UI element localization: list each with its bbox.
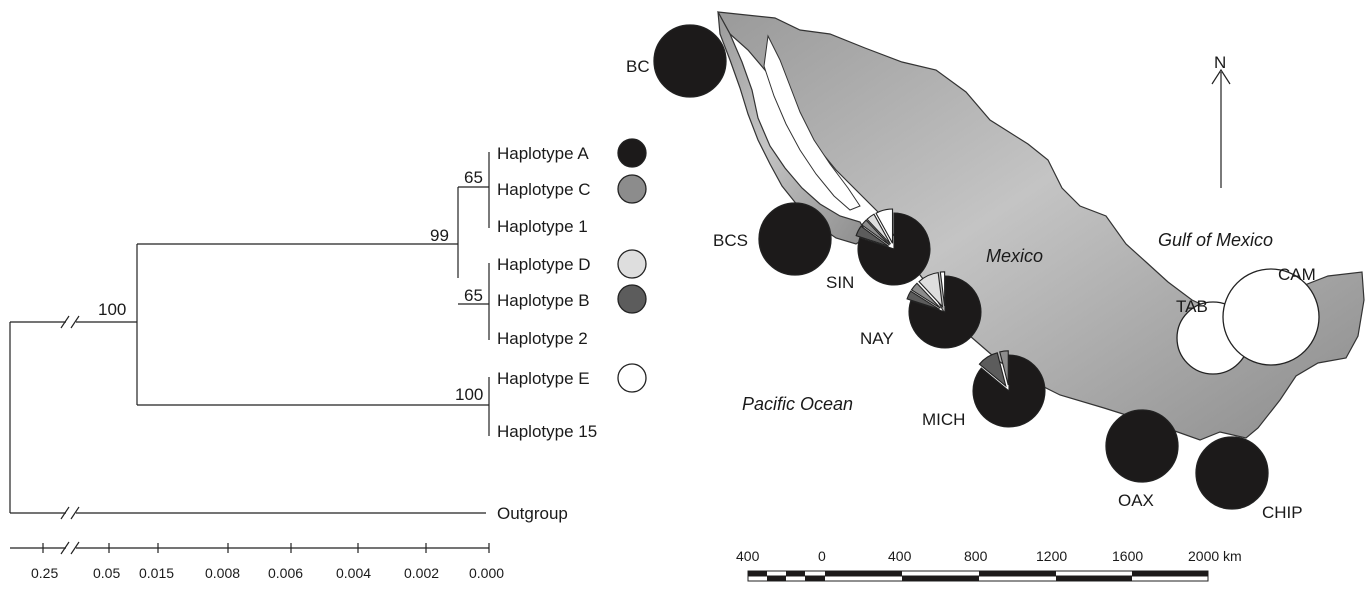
haplotype-e-swatch xyxy=(617,363,647,393)
pie-slice-a xyxy=(653,24,727,98)
pie-slice-e xyxy=(1222,268,1320,366)
tip-label: Haplotype D xyxy=(497,255,591,274)
node-support-65-lower: 65 xyxy=(464,286,483,305)
pie-slice-a xyxy=(908,275,982,349)
pie-bc xyxy=(653,24,727,98)
axis-tick-label: 0.015 xyxy=(139,565,174,581)
scale-tick-label: 2000 km xyxy=(1188,548,1242,564)
pie-slice-a xyxy=(972,354,1046,428)
phylogenetic-tree: 100 99 65 65 100 Haplotype A Haplotype C… xyxy=(9,138,647,581)
pie-slice-a xyxy=(1195,436,1269,510)
tip-label: Haplotype 1 xyxy=(497,217,588,236)
map-scale-bar: 400 0 400 800 1200 1600 2000 km xyxy=(736,548,1242,582)
scale-tick-label: 0 xyxy=(818,548,826,564)
tip-label: Haplotype 2 xyxy=(497,329,588,348)
tip-label: Outgroup xyxy=(497,504,568,523)
node-support-99: 99 xyxy=(430,226,449,245)
site-label-cam: CAM xyxy=(1278,265,1316,284)
country-label: Mexico xyxy=(986,246,1043,266)
pie-slice-b xyxy=(855,225,889,247)
site-label-bc: BC xyxy=(626,57,650,76)
site-label-oax: OAX xyxy=(1118,491,1154,510)
axis-tick-label: 0.008 xyxy=(205,565,240,581)
mexico-map: Mexico Pacific Ocean Gulf of Mexico N BC… xyxy=(626,11,1365,582)
scale-tick-label: 1200 xyxy=(1036,548,1067,564)
site-pie-charts xyxy=(653,24,1320,510)
north-arrow: N xyxy=(1211,53,1231,188)
branch-break-mark xyxy=(60,315,80,329)
pie-slice-e xyxy=(939,271,946,307)
node-support-root: 100 xyxy=(98,300,126,319)
pie-oax xyxy=(1105,409,1179,483)
site-label-tab: TAB xyxy=(1176,297,1208,316)
pie-slice-a xyxy=(1105,409,1179,483)
pie-bcs xyxy=(758,202,832,276)
distance-axis: 0.25 0.05 0.015 0.008 0.006 0.004 0.002 … xyxy=(10,541,504,581)
node-support-65-upper: 65 xyxy=(464,168,483,187)
axis-tick-label: 0.000 xyxy=(469,565,504,581)
tip-label: Haplotype C xyxy=(497,180,591,199)
axis-tick-label: 0.004 xyxy=(336,565,371,581)
gulf-of-california xyxy=(763,34,861,211)
site-label-bcs: BCS xyxy=(713,231,748,250)
scale-tick-label: 400 xyxy=(888,548,912,564)
haplotype-c-swatch xyxy=(617,174,647,204)
pie-slice-e xyxy=(875,208,894,244)
haplotype-a-swatch xyxy=(617,138,647,168)
pie-chip xyxy=(1195,436,1269,510)
axis-tick-label: 0.006 xyxy=(268,565,303,581)
site-label-chip: CHIP xyxy=(1262,503,1303,522)
pie-slice-c xyxy=(910,282,941,309)
tip-label: Haplotype 15 xyxy=(497,422,597,441)
scale-tick-label: 400 xyxy=(736,548,760,564)
pie-slice-b xyxy=(978,352,1007,388)
axis-tick-label: 0.002 xyxy=(404,565,439,581)
tip-label: Haplotype B xyxy=(497,291,590,310)
scale-tick-label: 1600 xyxy=(1112,548,1143,564)
pie-slice-b xyxy=(906,290,940,310)
pie-cam xyxy=(1222,268,1320,366)
branch-break-mark xyxy=(60,506,80,520)
pie-slice-a xyxy=(857,212,931,286)
tip-label: Haplotype E xyxy=(497,369,590,388)
pie-slice-a xyxy=(758,202,832,276)
scale-tick-label: 800 xyxy=(964,548,988,564)
node-support-e15: 100 xyxy=(455,385,483,404)
tip-label: Haplotype A xyxy=(497,144,589,163)
site-label-sin: SIN xyxy=(826,273,854,292)
ocean-label-gulf: Gulf of Mexico xyxy=(1158,230,1273,250)
pie-slice-d xyxy=(866,213,891,245)
pie-slice-c xyxy=(861,219,890,246)
north-label: N xyxy=(1214,53,1226,72)
axis-tick-label: 0.05 xyxy=(93,565,120,581)
haplotype-d-swatch xyxy=(617,249,647,279)
pie-sin xyxy=(855,208,931,286)
axis-tick-label: 0.25 xyxy=(31,565,58,581)
pie-slice-c xyxy=(999,350,1009,386)
pie-mich xyxy=(972,350,1046,428)
pie-nay xyxy=(906,271,982,349)
site-label-nay: NAY xyxy=(860,329,894,348)
site-label-mich: MICH xyxy=(922,410,965,429)
ocean-label-pacific: Pacific Ocean xyxy=(742,394,853,414)
pie-slice-d xyxy=(918,272,944,309)
haplotype-b-swatch xyxy=(617,284,647,314)
